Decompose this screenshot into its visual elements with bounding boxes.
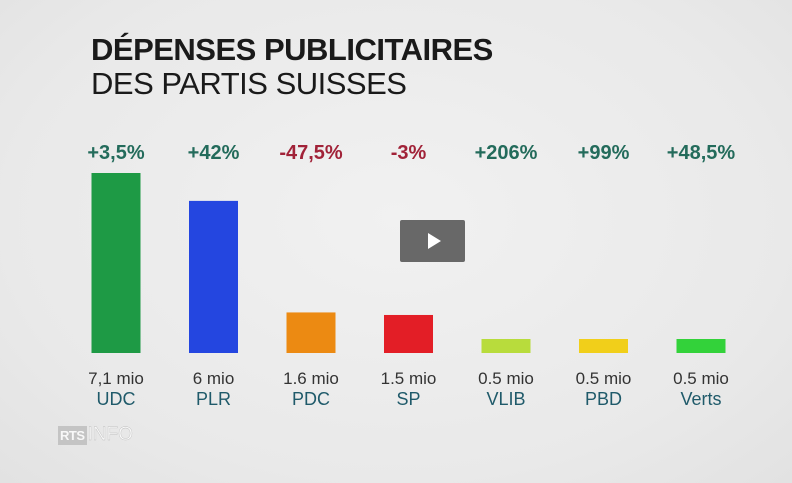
bar-vlib: [481, 339, 531, 353]
value-label: 0.5 mio: [478, 369, 534, 388]
category-label: PBD: [585, 389, 622, 409]
value-label: 1.5 mio: [381, 369, 437, 388]
bar-verts: [676, 339, 726, 353]
category-label: UDC: [97, 389, 136, 409]
chart-subtitle: DES PARTIS SUISSES: [91, 66, 407, 101]
change-label: +206%: [475, 142, 538, 164]
category-label: PDC: [292, 389, 330, 409]
bar-sp: [384, 314, 433, 353]
change-label: -47,5%: [279, 142, 343, 164]
category-label: SP: [396, 389, 420, 409]
rts-info-logo: RTS INFO: [58, 424, 133, 446]
category-label: VLIB: [486, 389, 525, 409]
logo-rts: RTS: [58, 425, 87, 445]
value-label: 1.6 mio: [283, 369, 339, 388]
change-label: +42%: [188, 142, 240, 164]
value-label: 0.5 mio: [673, 369, 729, 388]
bar-plr: [189, 200, 238, 353]
change-label: +48,5%: [667, 142, 736, 164]
category-label: Verts: [680, 389, 721, 409]
value-label: 6 mio: [193, 369, 235, 388]
change-label: -3%: [391, 142, 427, 164]
logo-info: INFO: [87, 424, 133, 445]
value-label: 0.5 mio: [576, 369, 632, 388]
bar-pdc: [286, 312, 336, 353]
change-label: +3,5%: [87, 142, 144, 164]
value-label: 7,1 mio: [88, 369, 144, 388]
category-label: PLR: [196, 389, 231, 409]
change-label: +99%: [578, 142, 630, 164]
chart-title: DÉPENSES PUBLICITAIRES: [91, 32, 493, 67]
play-icon: [428, 233, 441, 249]
bar-pbd: [579, 339, 628, 353]
play-button[interactable]: [400, 220, 465, 262]
bar-udc: [91, 173, 141, 353]
